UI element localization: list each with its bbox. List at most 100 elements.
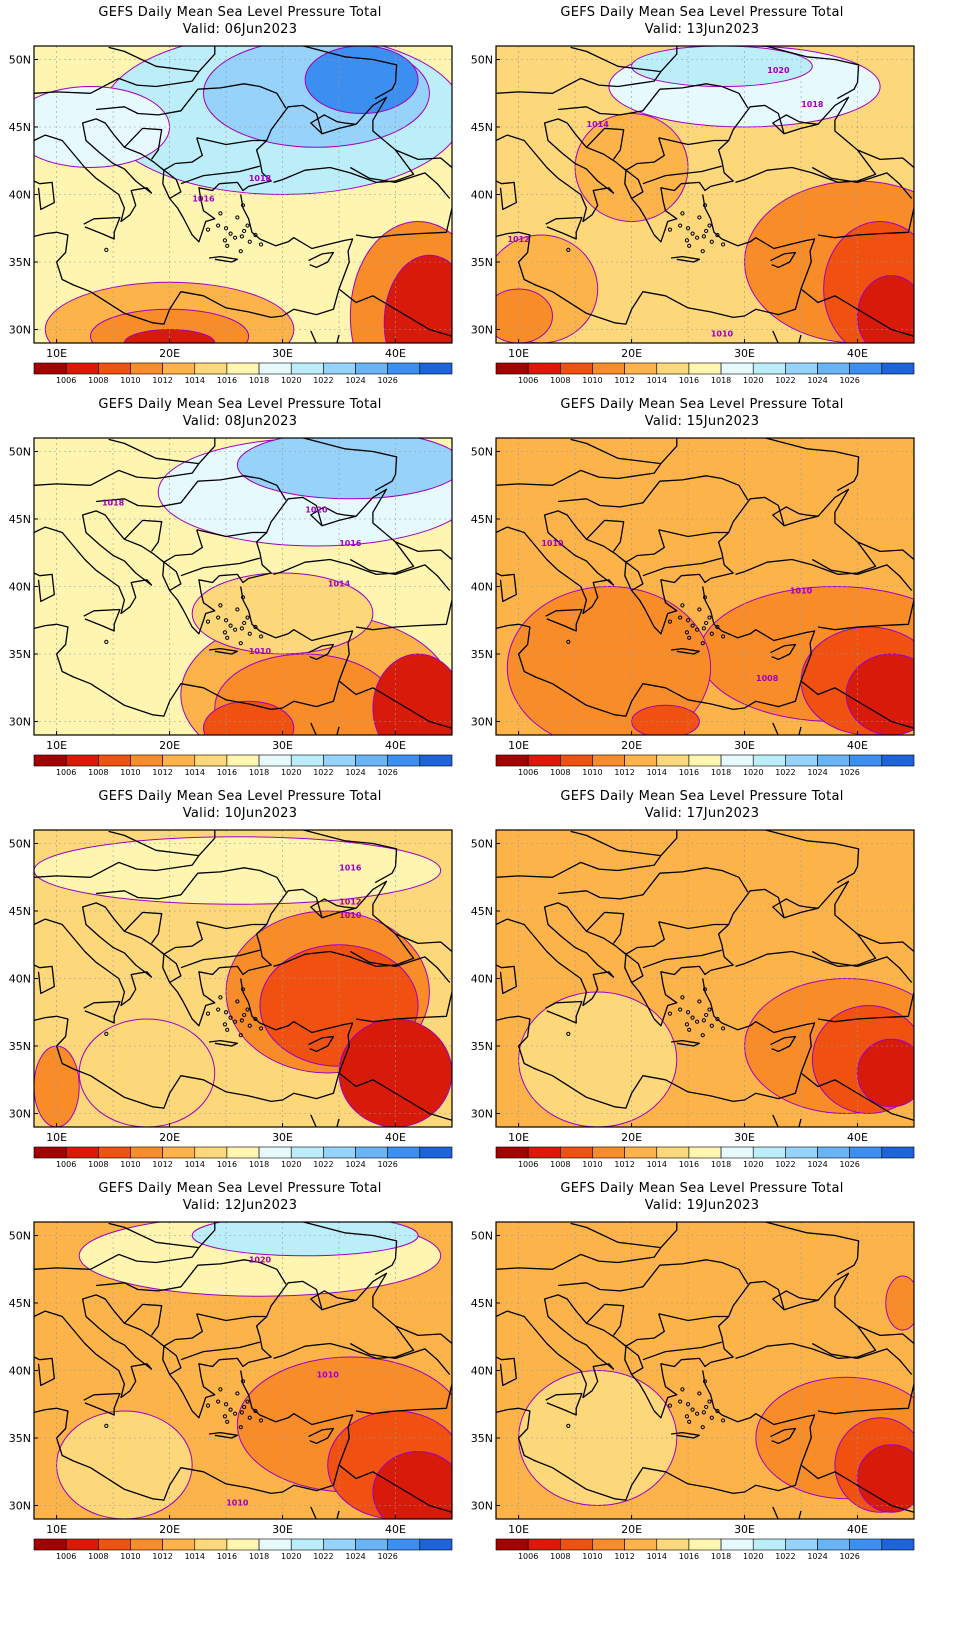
island (702, 1379, 708, 1384)
colorbar-swatch (258, 362, 292, 375)
coastline (123, 127, 163, 160)
pressure-map: 1014 1018 1020 1012 1010 10E 20E 30E 40E 50N 45N 40… (471, 45, 915, 385)
coastline (355, 1383, 452, 1415)
pressure-contour (372, 1451, 452, 1519)
island (566, 639, 571, 644)
coastline (308, 643, 335, 661)
coastline (496, 586, 816, 717)
colorbar-label: 1016 (679, 376, 699, 385)
coastline (83, 1000, 121, 1024)
colorbar-label: 1008 (88, 768, 108, 777)
island (690, 231, 695, 236)
coastline (800, 1072, 914, 1121)
colorbar-swatch (495, 362, 529, 375)
coastline (496, 1222, 678, 1270)
coastline (338, 288, 452, 337)
island (228, 623, 233, 628)
colorbar-swatch (290, 754, 324, 767)
colorbar-label: 1020 (281, 1160, 301, 1169)
colorbar-label: 1020 (281, 1552, 301, 1561)
island (218, 1387, 223, 1392)
island (687, 1027, 692, 1032)
colorbar-swatch (752, 754, 786, 767)
coastline (163, 529, 203, 563)
island (232, 235, 238, 240)
coastline (642, 557, 723, 577)
island (680, 1387, 685, 1392)
lat-tick-label: 30N (471, 716, 493, 729)
lon-tick-label: 10E (508, 739, 529, 752)
colorbar-label: 1014 (185, 1552, 205, 1561)
coastline (496, 964, 517, 995)
colorbar-swatch (560, 754, 593, 767)
colorbar-swatch (130, 1146, 163, 1159)
island (238, 641, 243, 646)
lon-tick-label: 30E (272, 1131, 293, 1144)
lon-tick-label: 20E (159, 1523, 180, 1536)
lat-tick-label: 35N (471, 256, 493, 269)
panel-title: GEFS Daily Mean Sea Level Pressure Total (98, 1181, 382, 1196)
island (222, 238, 228, 243)
island (707, 223, 712, 228)
island (245, 1399, 250, 1404)
colorbar-label: 1008 (550, 1160, 570, 1169)
colorbar-label: 1022 (313, 768, 333, 777)
lat-tick-label: 45N (9, 121, 31, 134)
colorbar-label: 1010 (120, 1160, 140, 1169)
map-panel: 1018 1020 1016 1014 1010 10E 20E 30E 40E 50N 45N 40… (0, 392, 480, 802)
colorbar-swatch (849, 362, 883, 375)
colorbar-swatch (495, 754, 529, 767)
coastline (585, 127, 625, 160)
island (245, 223, 250, 228)
coastline (163, 1313, 203, 1347)
pressure-map: 10E 20E 30E 40E 50N 45N 40N 35N 30N 1006 1008 1010 1… (471, 1221, 915, 1561)
lat-tick-label: 35N (9, 1432, 31, 1445)
lon-tick-label: 10E (508, 1131, 529, 1144)
coastline (496, 1356, 517, 1387)
colorbar-swatch (194, 362, 228, 375)
colorbar-swatch (290, 362, 324, 375)
map-panel: 10E 20E 30E 40E 50N 45N 40N 35N 30N 1006 1008 1010 1… (462, 784, 942, 1194)
colorbar-swatch (592, 362, 625, 375)
coastline (625, 137, 665, 171)
island (222, 630, 228, 635)
island (247, 631, 252, 636)
coastline (811, 558, 913, 591)
island (680, 603, 685, 608)
coastline (34, 488, 415, 635)
island (225, 635, 230, 640)
island (238, 1425, 243, 1430)
island (690, 1015, 695, 1020)
colorbar-label: 1008 (550, 1552, 570, 1561)
contour-label: 1010 (541, 539, 564, 548)
contour-label: 1018 (102, 499, 125, 508)
pressure-contour (56, 1410, 193, 1519)
contour-label: 1020 (249, 1256, 272, 1265)
island (680, 211, 685, 216)
colorbar-label: 1016 (679, 1552, 699, 1561)
contour-label: 1018 (249, 174, 272, 183)
island (240, 595, 246, 600)
island (704, 228, 709, 234)
island (701, 1018, 706, 1023)
coastline (160, 950, 182, 984)
island (242, 228, 247, 234)
island (707, 1007, 712, 1012)
colorbar-swatch (33, 1538, 67, 1551)
colorbar-swatch (560, 362, 593, 375)
island (253, 624, 258, 630)
coastline (558, 475, 749, 508)
colorbar-swatch (624, 1538, 658, 1551)
lat-tick-label: 50N (471, 838, 493, 851)
coastline (355, 207, 452, 239)
colorbar-swatch (527, 1146, 561, 1159)
colorbar-swatch (592, 1538, 625, 1551)
map-panel: 1014 1018 1020 1012 1010 10E 20E 30E 40E 50N 45N 40… (462, 0, 942, 410)
lat-tick-label: 30N (471, 1108, 493, 1121)
island (709, 1415, 714, 1420)
colorbar-swatch (33, 1146, 67, 1159)
coastline (622, 1342, 644, 1376)
coastline (857, 933, 914, 953)
lon-tick-label: 20E (159, 347, 180, 360)
colorbar-label: 1024 (345, 1552, 365, 1561)
